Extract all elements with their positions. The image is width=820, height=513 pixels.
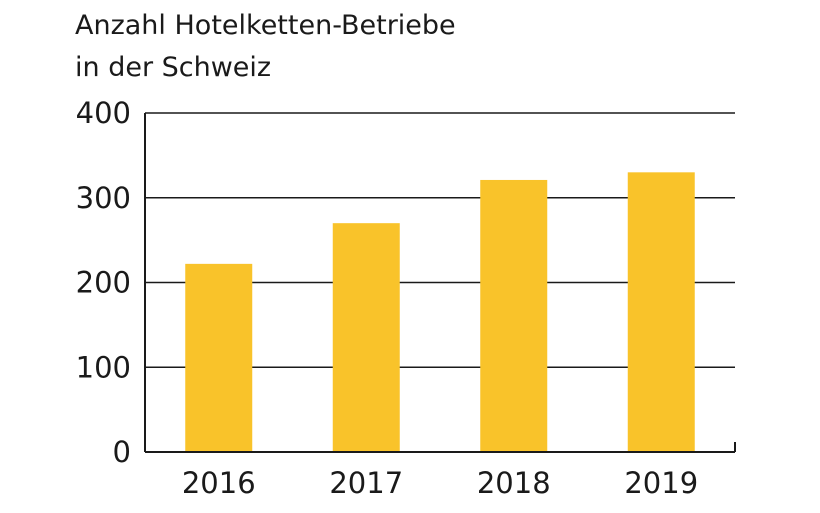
y-tick-label-200: 200 [76,266,131,300]
y-tick-label-300: 300 [76,181,131,215]
bar-2019 [627,172,695,452]
bar-2018 [480,179,548,452]
x-axis-tick-labels: 2016 2017 2018 2019 [182,466,698,500]
chart-title-line-1: Anzahl Hotelketten-Betriebe [75,10,456,41]
bar-2016 [185,263,253,452]
x-tick-label-2016: 2016 [182,466,256,500]
y-axis-tick-labels: 0 100 200 300 400 [76,96,131,469]
y-tick-label-0: 0 [113,435,131,469]
bar-2017 [332,223,400,452]
bars [185,172,695,452]
y-tick-label-100: 100 [76,350,131,384]
x-tick-label-2019: 2019 [624,466,698,500]
y-tick-label-400: 400 [76,96,131,130]
chart-title-line-2: in der Schweiz [75,52,272,83]
axes [144,113,736,453]
x-tick-label-2017: 2017 [329,466,403,500]
x-tick-label-2018: 2018 [477,466,551,500]
